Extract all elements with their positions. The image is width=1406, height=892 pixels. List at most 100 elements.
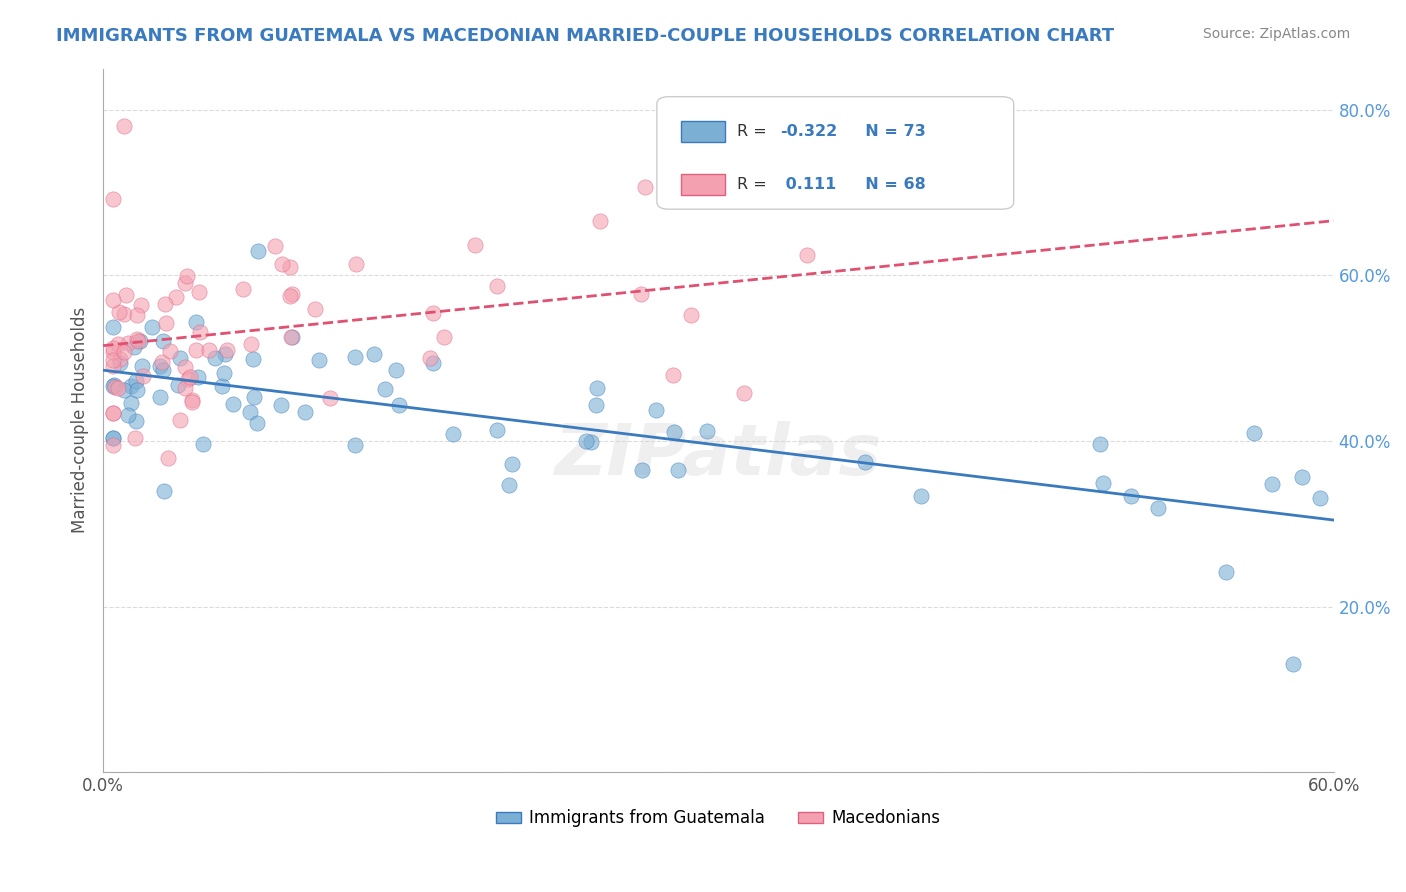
Immigrants from Guatemala xyxy=(128,334,150,348)
Macedonians xyxy=(124,431,146,445)
Macedonians xyxy=(419,351,441,365)
Macedonians xyxy=(796,248,818,262)
Text: Source: ZipAtlas.com: Source: ZipAtlas.com xyxy=(1202,27,1350,41)
Text: N = 73: N = 73 xyxy=(853,124,925,139)
Text: ZIPatlas: ZIPatlas xyxy=(555,421,882,490)
Macedonians xyxy=(153,297,176,311)
Immigrants from Guatemala xyxy=(1243,425,1265,440)
Immigrants from Guatemala xyxy=(204,351,226,366)
Macedonians xyxy=(176,268,198,283)
Immigrants from Guatemala xyxy=(498,478,520,492)
Macedonians xyxy=(112,307,135,321)
Immigrants from Guatemala xyxy=(212,366,235,380)
Text: -0.322: -0.322 xyxy=(780,124,837,139)
Macedonians xyxy=(177,372,200,386)
Macedonians xyxy=(127,308,149,322)
Immigrants from Guatemala xyxy=(910,489,932,503)
Immigrants from Guatemala xyxy=(152,363,174,377)
Immigrants from Guatemala xyxy=(281,330,304,344)
Immigrants from Guatemala xyxy=(1260,476,1282,491)
Immigrants from Guatemala xyxy=(214,347,236,361)
Immigrants from Guatemala xyxy=(191,436,214,450)
Immigrants from Guatemala xyxy=(579,434,602,449)
Immigrants from Guatemala xyxy=(294,405,316,419)
Immigrants from Guatemala xyxy=(152,334,174,348)
Macedonians xyxy=(232,281,254,295)
Macedonians xyxy=(217,343,239,358)
Macedonians xyxy=(264,238,287,252)
Macedonians xyxy=(634,180,657,194)
Immigrants from Guatemala xyxy=(586,381,609,395)
Macedonians xyxy=(103,345,125,359)
Immigrants from Guatemala xyxy=(149,359,172,374)
Macedonians xyxy=(318,391,340,405)
Macedonians xyxy=(630,286,652,301)
Macedonians xyxy=(181,395,204,409)
Macedonians xyxy=(278,260,301,274)
Immigrants from Guatemala xyxy=(630,463,652,477)
Immigrants from Guatemala xyxy=(1147,501,1170,516)
Immigrants from Guatemala xyxy=(343,437,366,451)
Legend: Immigrants from Guatemala, Macedonians: Immigrants from Guatemala, Macedonians xyxy=(489,803,948,834)
Macedonians xyxy=(103,341,125,355)
Macedonians xyxy=(103,293,125,308)
Y-axis label: Married-couple Households: Married-couple Households xyxy=(72,307,89,533)
Macedonians xyxy=(127,334,149,348)
Macedonians xyxy=(271,257,294,271)
Macedonians xyxy=(188,285,211,299)
Immigrants from Guatemala xyxy=(363,347,385,361)
Immigrants from Guatemala xyxy=(108,356,131,370)
Immigrants from Guatemala xyxy=(149,390,172,404)
Macedonians xyxy=(132,368,155,383)
Macedonians xyxy=(422,305,444,319)
Macedonians xyxy=(150,355,173,369)
Macedonians xyxy=(179,370,201,384)
Macedonians xyxy=(280,329,302,343)
Macedonians xyxy=(115,288,138,302)
Macedonians xyxy=(174,276,197,290)
Immigrants from Guatemala xyxy=(344,350,367,364)
Macedonians xyxy=(127,331,149,345)
FancyBboxPatch shape xyxy=(682,121,724,143)
Macedonians xyxy=(165,290,187,304)
Macedonians xyxy=(157,450,180,465)
Immigrants from Guatemala xyxy=(422,355,444,369)
Immigrants from Guatemala xyxy=(120,396,142,410)
Immigrants from Guatemala xyxy=(103,431,125,445)
Immigrants from Guatemala xyxy=(585,398,607,412)
Immigrants from Guatemala xyxy=(1092,475,1115,490)
Immigrants from Guatemala xyxy=(167,377,190,392)
Immigrants from Guatemala xyxy=(666,463,689,477)
Macedonians xyxy=(679,308,702,322)
Macedonians xyxy=(112,120,135,134)
Macedonians xyxy=(662,368,685,383)
Macedonians xyxy=(108,305,131,319)
Immigrants from Guatemala xyxy=(1215,565,1237,579)
FancyBboxPatch shape xyxy=(657,96,1014,210)
Immigrants from Guatemala xyxy=(575,434,598,449)
Macedonians xyxy=(174,381,197,395)
Text: R =: R = xyxy=(737,178,772,192)
Macedonians xyxy=(174,360,197,375)
Macedonians xyxy=(304,301,326,316)
Immigrants from Guatemala xyxy=(125,414,148,428)
Immigrants from Guatemala xyxy=(696,425,718,439)
Macedonians xyxy=(103,406,125,420)
Immigrants from Guatemala xyxy=(242,351,264,366)
Macedonians xyxy=(103,192,125,206)
FancyBboxPatch shape xyxy=(682,174,724,195)
Macedonians xyxy=(103,352,125,367)
Immigrants from Guatemala xyxy=(125,374,148,388)
Immigrants from Guatemala xyxy=(103,377,125,392)
Immigrants from Guatemala xyxy=(243,390,266,404)
Macedonians xyxy=(103,359,125,373)
Macedonians xyxy=(278,289,301,303)
Macedonians xyxy=(159,344,181,359)
Immigrants from Guatemala xyxy=(853,455,876,469)
Immigrants from Guatemala xyxy=(169,351,191,366)
Immigrants from Guatemala xyxy=(114,383,136,397)
Immigrants from Guatemala xyxy=(441,426,464,441)
Macedonians xyxy=(129,298,152,312)
Immigrants from Guatemala xyxy=(1291,470,1313,484)
Immigrants from Guatemala xyxy=(131,359,153,374)
